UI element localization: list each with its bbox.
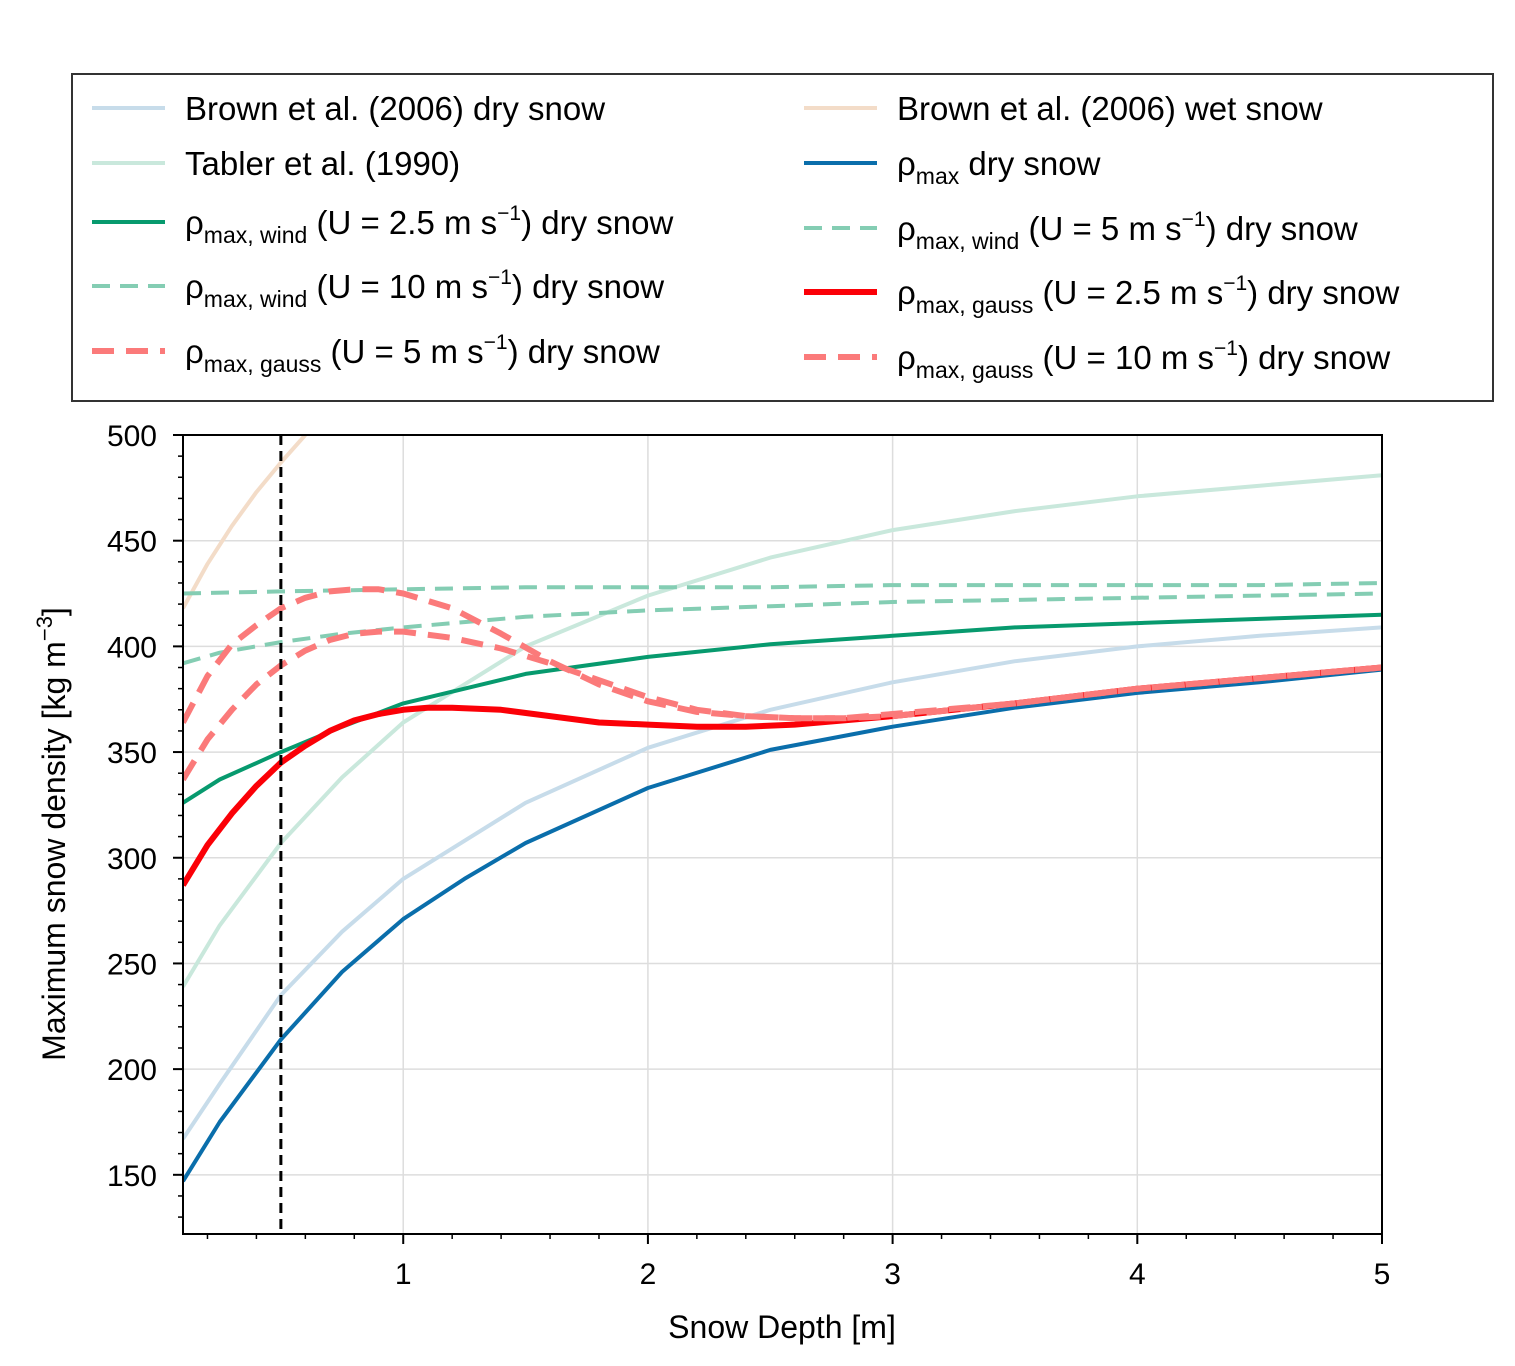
legend-label-brown_wet: Brown et al. (2006) wet snow [897,90,1323,127]
y-tick-label: 250 [107,948,157,981]
y-tick-label: 150 [107,1160,157,1193]
legend: Brown et al. (2006) dry snow Brown et al.… [71,73,1494,402]
legend-label-wind_5: ρmax, wind (U = 5 m s−1) dry snow [897,208,1358,254]
legend-label-gauss_25: ρmax, gauss (U = 2.5 m s−1) dry snow [897,272,1400,318]
plot-frame [182,434,1383,1235]
series-line-wind_5 [183,591,1382,666]
legend-label-wind_25: ρmax, wind (U = 2.5 m s−1) dry snow [185,202,673,248]
legend-label-tabler: Tabler et al. (1990) [185,145,460,182]
series-line-brown_wet [183,435,307,610]
y-tick-label: 450 [107,526,157,559]
y-tick-label: 200 [107,1054,157,1087]
legend-label-brown_dry: Brown et al. (2006) dry snow [185,90,605,127]
legend-label-wind_10: ρmax, wind (U = 10 m s−1) dry snow [185,266,664,312]
series-line-gauss_25 [183,664,1382,887]
legend-box [71,73,1494,402]
x-tick-label: 5 [1374,1258,1391,1291]
axis-ticks: 1 2 3 4 5 150 200 250 300 350 400 450 500 [107,420,1390,1291]
series-line-wind_25 [183,612,1382,805]
series-line-tabler [183,473,1382,988]
legend-label-rho_max_dry: ρmax dry snow [897,145,1101,189]
x-tick-label: 2 [640,1258,657,1291]
series-line-gauss_10 [183,586,1382,724]
y-tick-label: 500 [107,420,157,453]
series-line-rho_max_dry [183,667,1382,1183]
x-tick-label: 3 [884,1258,901,1291]
y-tick-label: 400 [107,631,157,664]
y-axis-label: Maximum snow density [kg m−3] [32,607,72,1061]
x-axis-label: Snow Depth [m] [668,1309,896,1345]
x-tick-label: 4 [1129,1258,1146,1291]
y-tick-label: 350 [107,737,157,770]
legend-label-gauss_10: ρmax, gauss (U = 10 m s−1) dry snow [897,337,1390,383]
x-tick-label: 1 [395,1258,412,1291]
y-tick-label: 300 [107,843,157,876]
series-line-gauss_5 [183,628,1382,782]
legend-label-gauss_5: ρmax, gauss (U = 5 m s−1) dry snow [185,331,660,377]
series-line-brown_dry [183,625,1382,1141]
